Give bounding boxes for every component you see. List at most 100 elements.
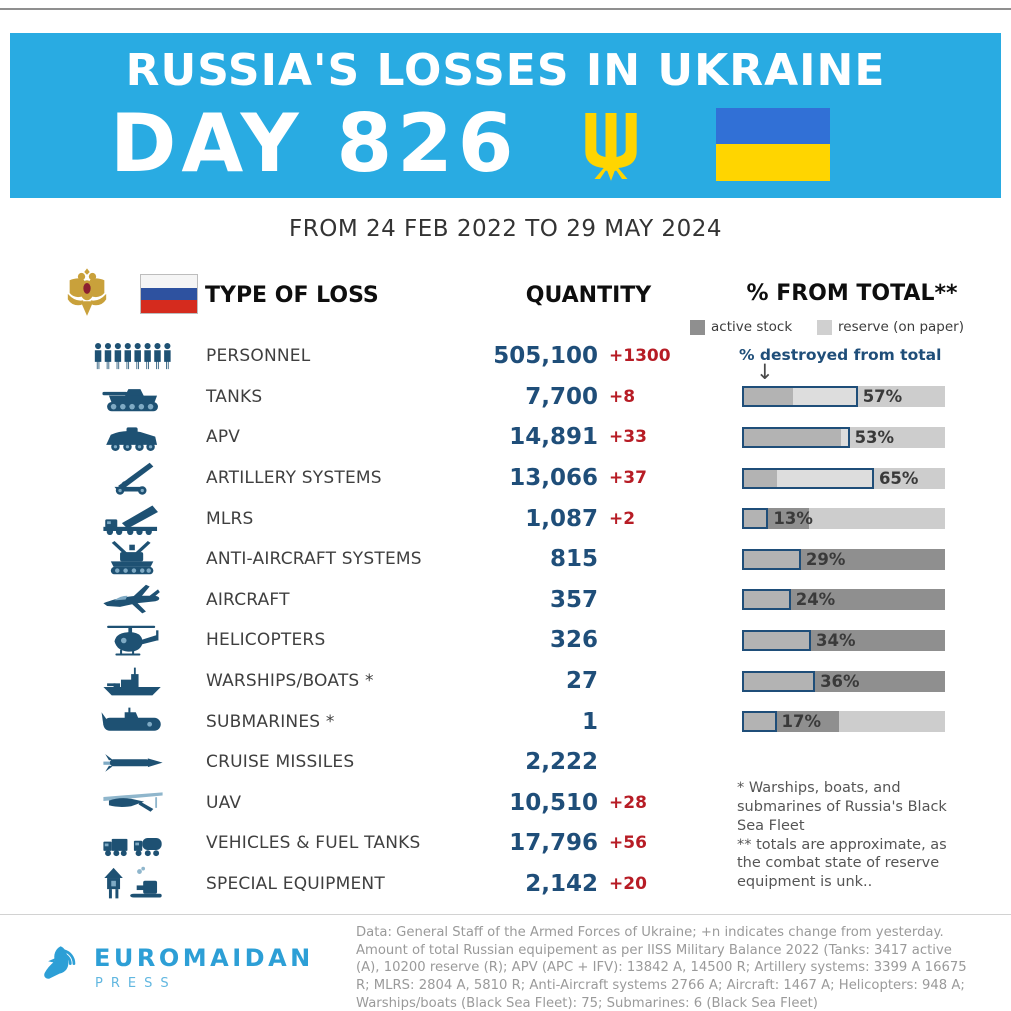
header-banner: RUSSIA'S LOSSES IN UKRAINE DAY 826 — [10, 33, 1001, 198]
russian-flag-white-stripe — [141, 275, 197, 288]
row-quantity: 7,700 — [525, 383, 598, 410]
row-label: UAV — [206, 792, 242, 813]
tank-icon — [100, 378, 166, 415]
table-row: UAV 10,510 +28 — [60, 783, 963, 824]
bar-active-segment — [742, 711, 840, 733]
uav-icon — [100, 784, 166, 821]
row-label: WARSHIPS/BOATS * — [206, 671, 374, 692]
row-quantity: 17,796 — [509, 830, 598, 857]
row-label: TANKS — [206, 386, 263, 407]
ukraine-flag-icon — [716, 107, 831, 181]
column-header-percent: % FROM TOTAL** — [746, 281, 958, 306]
table-row: TANKS 7,700 +8 57% — [60, 377, 963, 418]
table-row: ARTILLERY SYSTEMS 13,066 +37 65% — [60, 458, 963, 499]
bar-destroyed-box — [742, 426, 850, 448]
row-delta: +33 — [609, 427, 647, 448]
row-label: VEHICLES & FUEL TANKS — [206, 833, 421, 854]
ukraine-flag-blue-stripe — [716, 107, 831, 144]
row-label: APV — [206, 427, 241, 448]
bar-percent-label: 36% — [820, 671, 860, 691]
loss-bar: 36% — [742, 670, 945, 692]
loss-bar: 53% — [742, 426, 945, 448]
table-row: CRUISE MISSILES 2,222 — [60, 742, 963, 783]
table-row: WARSHIPS/BOATS * 27 36% — [60, 661, 963, 702]
legend-swatch-reserve-icon — [817, 319, 833, 335]
row-delta: +56 — [609, 833, 647, 854]
loss-bar: 57% — [742, 386, 945, 408]
legend-label-reserve: reserve (on paper) — [838, 319, 964, 335]
row-quantity: 1,087 — [525, 505, 598, 532]
russian-flag-red-stripe — [141, 300, 197, 314]
legend-label-active: active stock — [711, 319, 793, 335]
page-title: RUSSIA'S LOSSES IN UKRAINE — [125, 45, 886, 96]
helicopter-icon — [100, 622, 166, 659]
row-delta: +1300 — [609, 346, 671, 367]
loss-bar: 65% — [742, 467, 945, 489]
row-quantity: 14,891 — [509, 424, 598, 451]
table-row: HELICOPTERS 326 34% — [60, 620, 963, 661]
row-label: SPECIAL EQUIPMENT — [206, 874, 385, 895]
row-quantity: 27 — [565, 668, 598, 695]
row-quantity: 13,066 — [509, 465, 598, 492]
down-arrow-icon: ↓ — [756, 360, 774, 384]
row-quantity: 326 — [549, 627, 598, 654]
footnote: * Warships, boats, and submarines of Rus… — [737, 779, 951, 892]
day-counter: DAY 826 — [110, 97, 519, 190]
date-range: FROM 24 FEB 2022 TO 29 MAY 2024 — [289, 216, 722, 242]
bar-active-segment — [742, 670, 945, 692]
source-text: Data: General Staff of the Armed Forces … — [356, 925, 967, 1011]
cruise-missile-icon — [100, 744, 166, 781]
bar-active-segment — [742, 426, 842, 448]
bar-destroyed-box — [742, 589, 791, 611]
column-header-quantity: QUANTITY — [525, 283, 652, 308]
row-delta: +8 — [609, 386, 636, 407]
special-equipment-icon — [100, 866, 166, 903]
bar-destroyed-box — [742, 508, 769, 530]
bar-active-segment — [742, 508, 809, 530]
bar-active-segment — [742, 386, 793, 408]
row-quantity: 815 — [549, 546, 598, 573]
row-label: AIRCRAFT — [206, 589, 290, 610]
bar-active-segment — [742, 467, 777, 489]
table-row: MLRS 1,087 +2 13% — [60, 498, 963, 539]
row-label: ANTI-AIRCRAFT SYSTEMS — [206, 549, 422, 570]
ukraine-trident-icon — [578, 107, 644, 185]
loss-bar: 34% — [742, 629, 945, 651]
bar-percent-label: 57% — [862, 387, 903, 407]
russian-flag-icon — [140, 274, 198, 314]
bar-destroyed-box — [742, 548, 801, 570]
row-quantity: 2,142 — [525, 871, 598, 898]
ukraine-flag-yellow-stripe — [716, 144, 831, 181]
bar-destroyed-box — [742, 629, 812, 651]
row-quantity: 2,222 — [525, 749, 598, 776]
loss-bar: 29% — [742, 548, 945, 570]
row-delta: +37 — [609, 468, 647, 489]
footnote-line-2: ** totals are approximate, as the combat… — [737, 836, 947, 891]
bar-destroyed-box — [742, 711, 777, 733]
logo-wordmark: EUROMAIDAN — [94, 944, 314, 972]
top-divider — [0, 8, 1011, 10]
row-quantity: 357 — [549, 586, 598, 613]
anti-aircraft-icon — [100, 541, 166, 578]
table-row: PERSONNEL 505,100 +1300 — [60, 336, 963, 377]
personnel-icon — [91, 343, 175, 370]
bar-percent-label: 53% — [854, 427, 895, 447]
loss-bar: 13% — [742, 508, 945, 530]
row-quantity: 505,100 — [493, 343, 598, 370]
table-row: APV 14,891 +33 53% — [60, 417, 963, 458]
bar-legend: active stock reserve (on paper) — [690, 319, 964, 335]
bar-destroyed-box — [742, 670, 816, 692]
vehicles-icon — [100, 825, 166, 862]
mlrs-icon — [100, 500, 166, 537]
bar-active-segment — [742, 629, 945, 651]
footer-divider — [0, 914, 1011, 915]
bar-active-segment — [742, 589, 945, 611]
row-delta: +28 — [609, 792, 647, 813]
row-quantity: 1 — [581, 708, 598, 735]
row-label: SUBMARINES * — [206, 711, 335, 732]
logo-press-label: PRESS — [95, 976, 177, 991]
bar-percent-label: 29% — [805, 549, 846, 569]
destroyed-note: % destroyed from total — [739, 346, 942, 364]
row-label: PERSONNEL — [206, 346, 311, 367]
